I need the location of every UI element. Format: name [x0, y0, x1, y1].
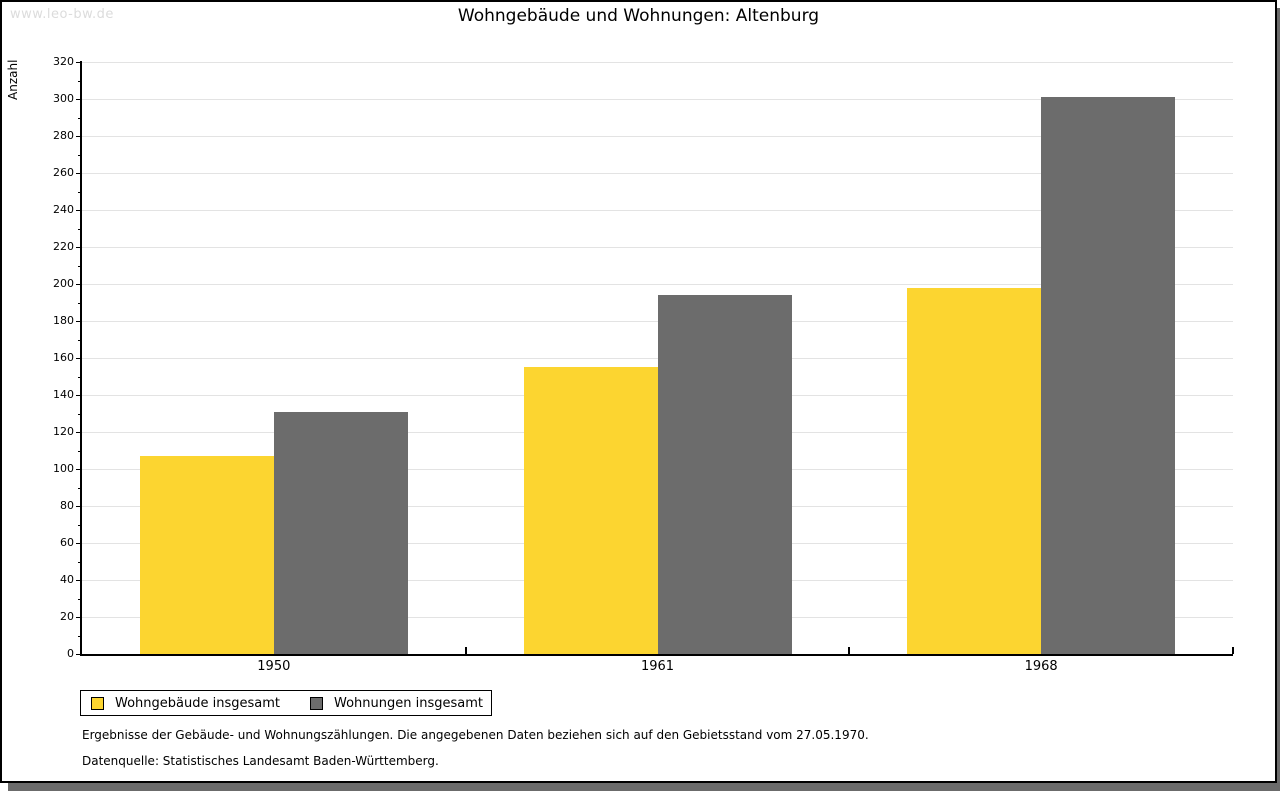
- bar-wohngebaeude-1961: [523, 367, 658, 654]
- y-major-tick-140: [76, 395, 82, 396]
- y-major-tick-20: [76, 617, 82, 618]
- y-tick-label-280: 280: [53, 129, 74, 142]
- bar-wohnungen-1950: [273, 411, 408, 654]
- y-tick-label-240: 240: [53, 203, 74, 216]
- y-major-tick-200: [76, 284, 82, 285]
- y-tick-label-20: 20: [60, 610, 74, 623]
- y-tick-label-220: 220: [53, 240, 74, 253]
- y-major-tick-40: [76, 580, 82, 581]
- y-major-tick-60: [76, 543, 82, 544]
- y-tick-label-200: 200: [53, 277, 74, 290]
- gridline-280: [82, 136, 1233, 137]
- y-tick-label-0: 0: [67, 647, 74, 660]
- y-tick-label-160: 160: [53, 351, 74, 364]
- x-category-label-1961: 1961: [640, 659, 675, 674]
- chart-title: Wohngebäude und Wohnungen: Altenburg: [457, 6, 820, 26]
- y-tick-label-100: 100: [53, 462, 74, 475]
- y-major-tick-120: [76, 432, 82, 433]
- y-axis-line: [80, 61, 82, 656]
- y-tick-label-140: 140: [53, 388, 74, 401]
- y-major-tick-180: [76, 321, 82, 322]
- footnote-datenquelle: Datenquelle: Statistisches Landesamt Bad…: [82, 754, 439, 768]
- x-category-label-1950: 1950: [257, 659, 291, 674]
- x-axis-line: [80, 654, 1233, 656]
- y-major-tick-0: [76, 654, 82, 655]
- bar-wohngebaeude-1950: [139, 456, 274, 654]
- x-boundary-tick-3: [1232, 647, 1234, 654]
- y-tick-label-180: 180: [53, 314, 74, 327]
- y-major-tick-220: [76, 247, 82, 248]
- gridline-220: [82, 247, 1233, 248]
- legend-swatch-wohngebaeude: [91, 696, 104, 710]
- bar-wohngebaeude-1968: [907, 287, 1042, 654]
- y-major-tick-300: [76, 99, 82, 100]
- watermark: www.leo-bw.de: [10, 7, 114, 22]
- y-tick-label-60: 60: [60, 536, 74, 549]
- legend-label-wohnungen: Wohnungen insgesamt: [334, 695, 483, 711]
- y-tick-label-260: 260: [53, 166, 74, 179]
- x-category-label-1968: 1968: [1024, 659, 1058, 674]
- legend-swatch-wohnungen: [310, 696, 323, 710]
- y-major-tick-80: [76, 506, 82, 507]
- y-tick-label-320: 320: [53, 55, 74, 68]
- y-major-tick-240: [76, 210, 82, 211]
- plot-area: 0 20 40 60 80 100 120 140 160 180 200 220 240 260 280 3…: [2, 2, 1275, 781]
- y-tick-label-80: 80: [60, 499, 74, 512]
- gridline-260: [82, 173, 1233, 174]
- gridline-240: [82, 210, 1233, 211]
- legend-label-wohngebaeude: Wohngebäude insgesamt: [115, 695, 280, 711]
- gridline-300: [82, 99, 1233, 100]
- y-major-tick-260: [76, 173, 82, 174]
- y-tick-label-40: 40: [60, 573, 74, 586]
- y-major-tick-280: [76, 136, 82, 137]
- gridline-200: [82, 284, 1233, 285]
- y-major-tick-100: [76, 469, 82, 470]
- y-tick-label-300: 300: [53, 92, 74, 105]
- bar-wohnungen-1961: [657, 295, 792, 654]
- bar-wohnungen-1968: [1041, 97, 1176, 654]
- x-boundary-tick-1: [464, 647, 467, 654]
- y-tick-label-120: 120: [53, 425, 74, 438]
- y-major-tick-320: [76, 62, 82, 63]
- legend: Wohngebäude insgesamt Wohnungen insgesam…: [80, 690, 492, 716]
- footnote-gebietsstand: Ergebnisse der Gebäude- und Wohnungszähl…: [82, 728, 869, 742]
- y-major-tick-160: [76, 358, 82, 359]
- x-boundary-tick-2: [848, 647, 851, 654]
- gridline-320: [82, 62, 1233, 63]
